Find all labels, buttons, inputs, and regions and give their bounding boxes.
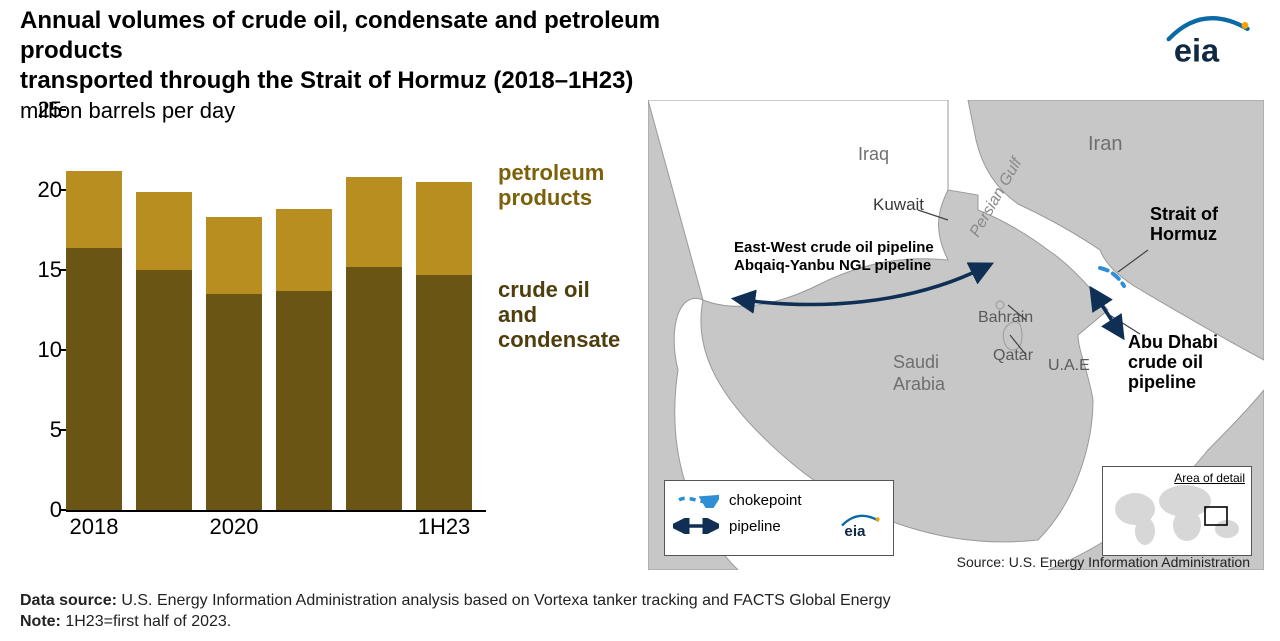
logo-text: eia bbox=[1174, 32, 1220, 68]
map-feature-label: Abu Dhabi bbox=[1128, 332, 1218, 352]
bar-segment-products bbox=[346, 177, 402, 267]
bar-2020 bbox=[206, 217, 262, 510]
map-feature-label: East-West crude oil pipeline bbox=[734, 239, 934, 256]
bar-2019 bbox=[136, 192, 192, 510]
y-tick-label: 25 bbox=[20, 97, 62, 123]
map-legend-pipeline: pipeline eia bbox=[673, 513, 885, 539]
y-axis: 0510152025 bbox=[20, 110, 66, 510]
footer-source-label: Data source: bbox=[20, 592, 117, 609]
footer-note: Note: 1H23=first half of 2023. bbox=[20, 611, 1260, 633]
bar-segment-products bbox=[66, 171, 122, 248]
map-inset: Area of detail bbox=[1102, 466, 1252, 556]
footer-note-label: Note: bbox=[20, 613, 61, 630]
title-line-2: transported through the Strait of Hormuz… bbox=[20, 66, 740, 96]
bar-segment-crude bbox=[416, 275, 472, 510]
map-source: Source: U.S. Energy Information Administ… bbox=[957, 554, 1250, 570]
map-country-label: Saudi bbox=[893, 352, 939, 372]
legend-crude-condensate: crude oil and condensate bbox=[498, 277, 658, 353]
map-legend: chokepoint pipeline eia bbox=[664, 480, 894, 556]
map-country-label: Iran bbox=[1088, 133, 1122, 155]
footer: Data source: U.S. Energy Information Adm… bbox=[20, 590, 1260, 633]
eia-logo: eia bbox=[1148, 10, 1258, 70]
logo-dot bbox=[1242, 22, 1249, 29]
map-country-label: Iraq bbox=[858, 144, 889, 164]
footer-source-text: U.S. Energy Information Administration a… bbox=[121, 592, 890, 609]
map-legend-chokepoint-label: chokepoint bbox=[729, 492, 802, 509]
bar-2018 bbox=[66, 171, 122, 510]
bar-segment-products bbox=[206, 217, 262, 294]
y-tick-label: 10 bbox=[20, 337, 62, 363]
legend-lower-l3: condensate bbox=[498, 327, 620, 352]
map-legend-chokepoint: chokepoint bbox=[673, 487, 885, 513]
map-feature-label: Hormuz bbox=[1150, 224, 1217, 244]
bar-segment-products bbox=[276, 209, 332, 291]
page-root: Annual volumes of crude oil, condensate … bbox=[0, 0, 1280, 641]
chart-legend: petroleum products crude oil and condens… bbox=[498, 160, 658, 352]
map-country-label: Arabia bbox=[893, 374, 946, 394]
legend-petroleum-products: petroleum products bbox=[498, 160, 658, 211]
map-feature-label: Abqaiq-Yanbu NGL pipeline bbox=[734, 257, 931, 274]
bar-segment-crude bbox=[136, 270, 192, 510]
svg-text:eia: eia bbox=[844, 523, 866, 540]
y-tick-label: 15 bbox=[20, 257, 62, 283]
map-country-label: Bahrain bbox=[978, 309, 1033, 326]
map-feature-label: Strait of bbox=[1150, 204, 1219, 224]
bar-segment-products bbox=[136, 192, 192, 270]
map-feature-label: pipeline bbox=[1128, 372, 1196, 392]
footer-source: Data source: U.S. Energy Information Adm… bbox=[20, 590, 1260, 612]
map-country-label: Qatar bbox=[993, 347, 1034, 364]
y-tick-label: 20 bbox=[20, 177, 62, 203]
legend-lower-l2: and bbox=[498, 302, 537, 327]
region-map: Persian Gulf IraqIranKuwaitBahrainQatarU… bbox=[648, 100, 1264, 570]
bar-1H23 bbox=[416, 182, 472, 510]
bar-segment-crude bbox=[276, 291, 332, 510]
bar-2022 bbox=[346, 177, 402, 510]
map-country-label: Kuwait bbox=[873, 195, 924, 214]
bar-segment-products bbox=[416, 182, 472, 275]
map-legend-pipeline-label: pipeline bbox=[729, 518, 781, 535]
title-line-1: Annual volumes of crude oil, condensate … bbox=[20, 6, 740, 66]
bar-segment-crude bbox=[206, 294, 262, 510]
stacked-bar-chart: 0510152025 201820201H23 petroleum produc… bbox=[20, 110, 630, 560]
x-tick-label: 1H23 bbox=[418, 514, 471, 540]
title-block: Annual volumes of crude oil, condensate … bbox=[20, 6, 740, 124]
legend-lower-l1: crude oil bbox=[498, 277, 590, 302]
chart-plot-area bbox=[66, 110, 486, 512]
x-tick-label: 2020 bbox=[210, 514, 259, 540]
map-feature-label: crude oil bbox=[1128, 352, 1203, 372]
bar-2021 bbox=[276, 209, 332, 510]
footer-note-text: 1H23=first half of 2023. bbox=[65, 613, 231, 630]
bar-segment-crude bbox=[66, 248, 122, 510]
map-inset-label: Area of detail bbox=[1174, 471, 1245, 485]
map-country-label: U.A.E bbox=[1048, 357, 1090, 374]
legend-upper-l1: petroleum bbox=[498, 160, 604, 185]
x-tick-label: 2018 bbox=[70, 514, 119, 540]
y-tick-label: 0 bbox=[20, 497, 62, 523]
bar-segment-crude bbox=[346, 267, 402, 510]
legend-upper-l2: products bbox=[498, 185, 592, 210]
y-tick-label: 5 bbox=[20, 417, 62, 443]
